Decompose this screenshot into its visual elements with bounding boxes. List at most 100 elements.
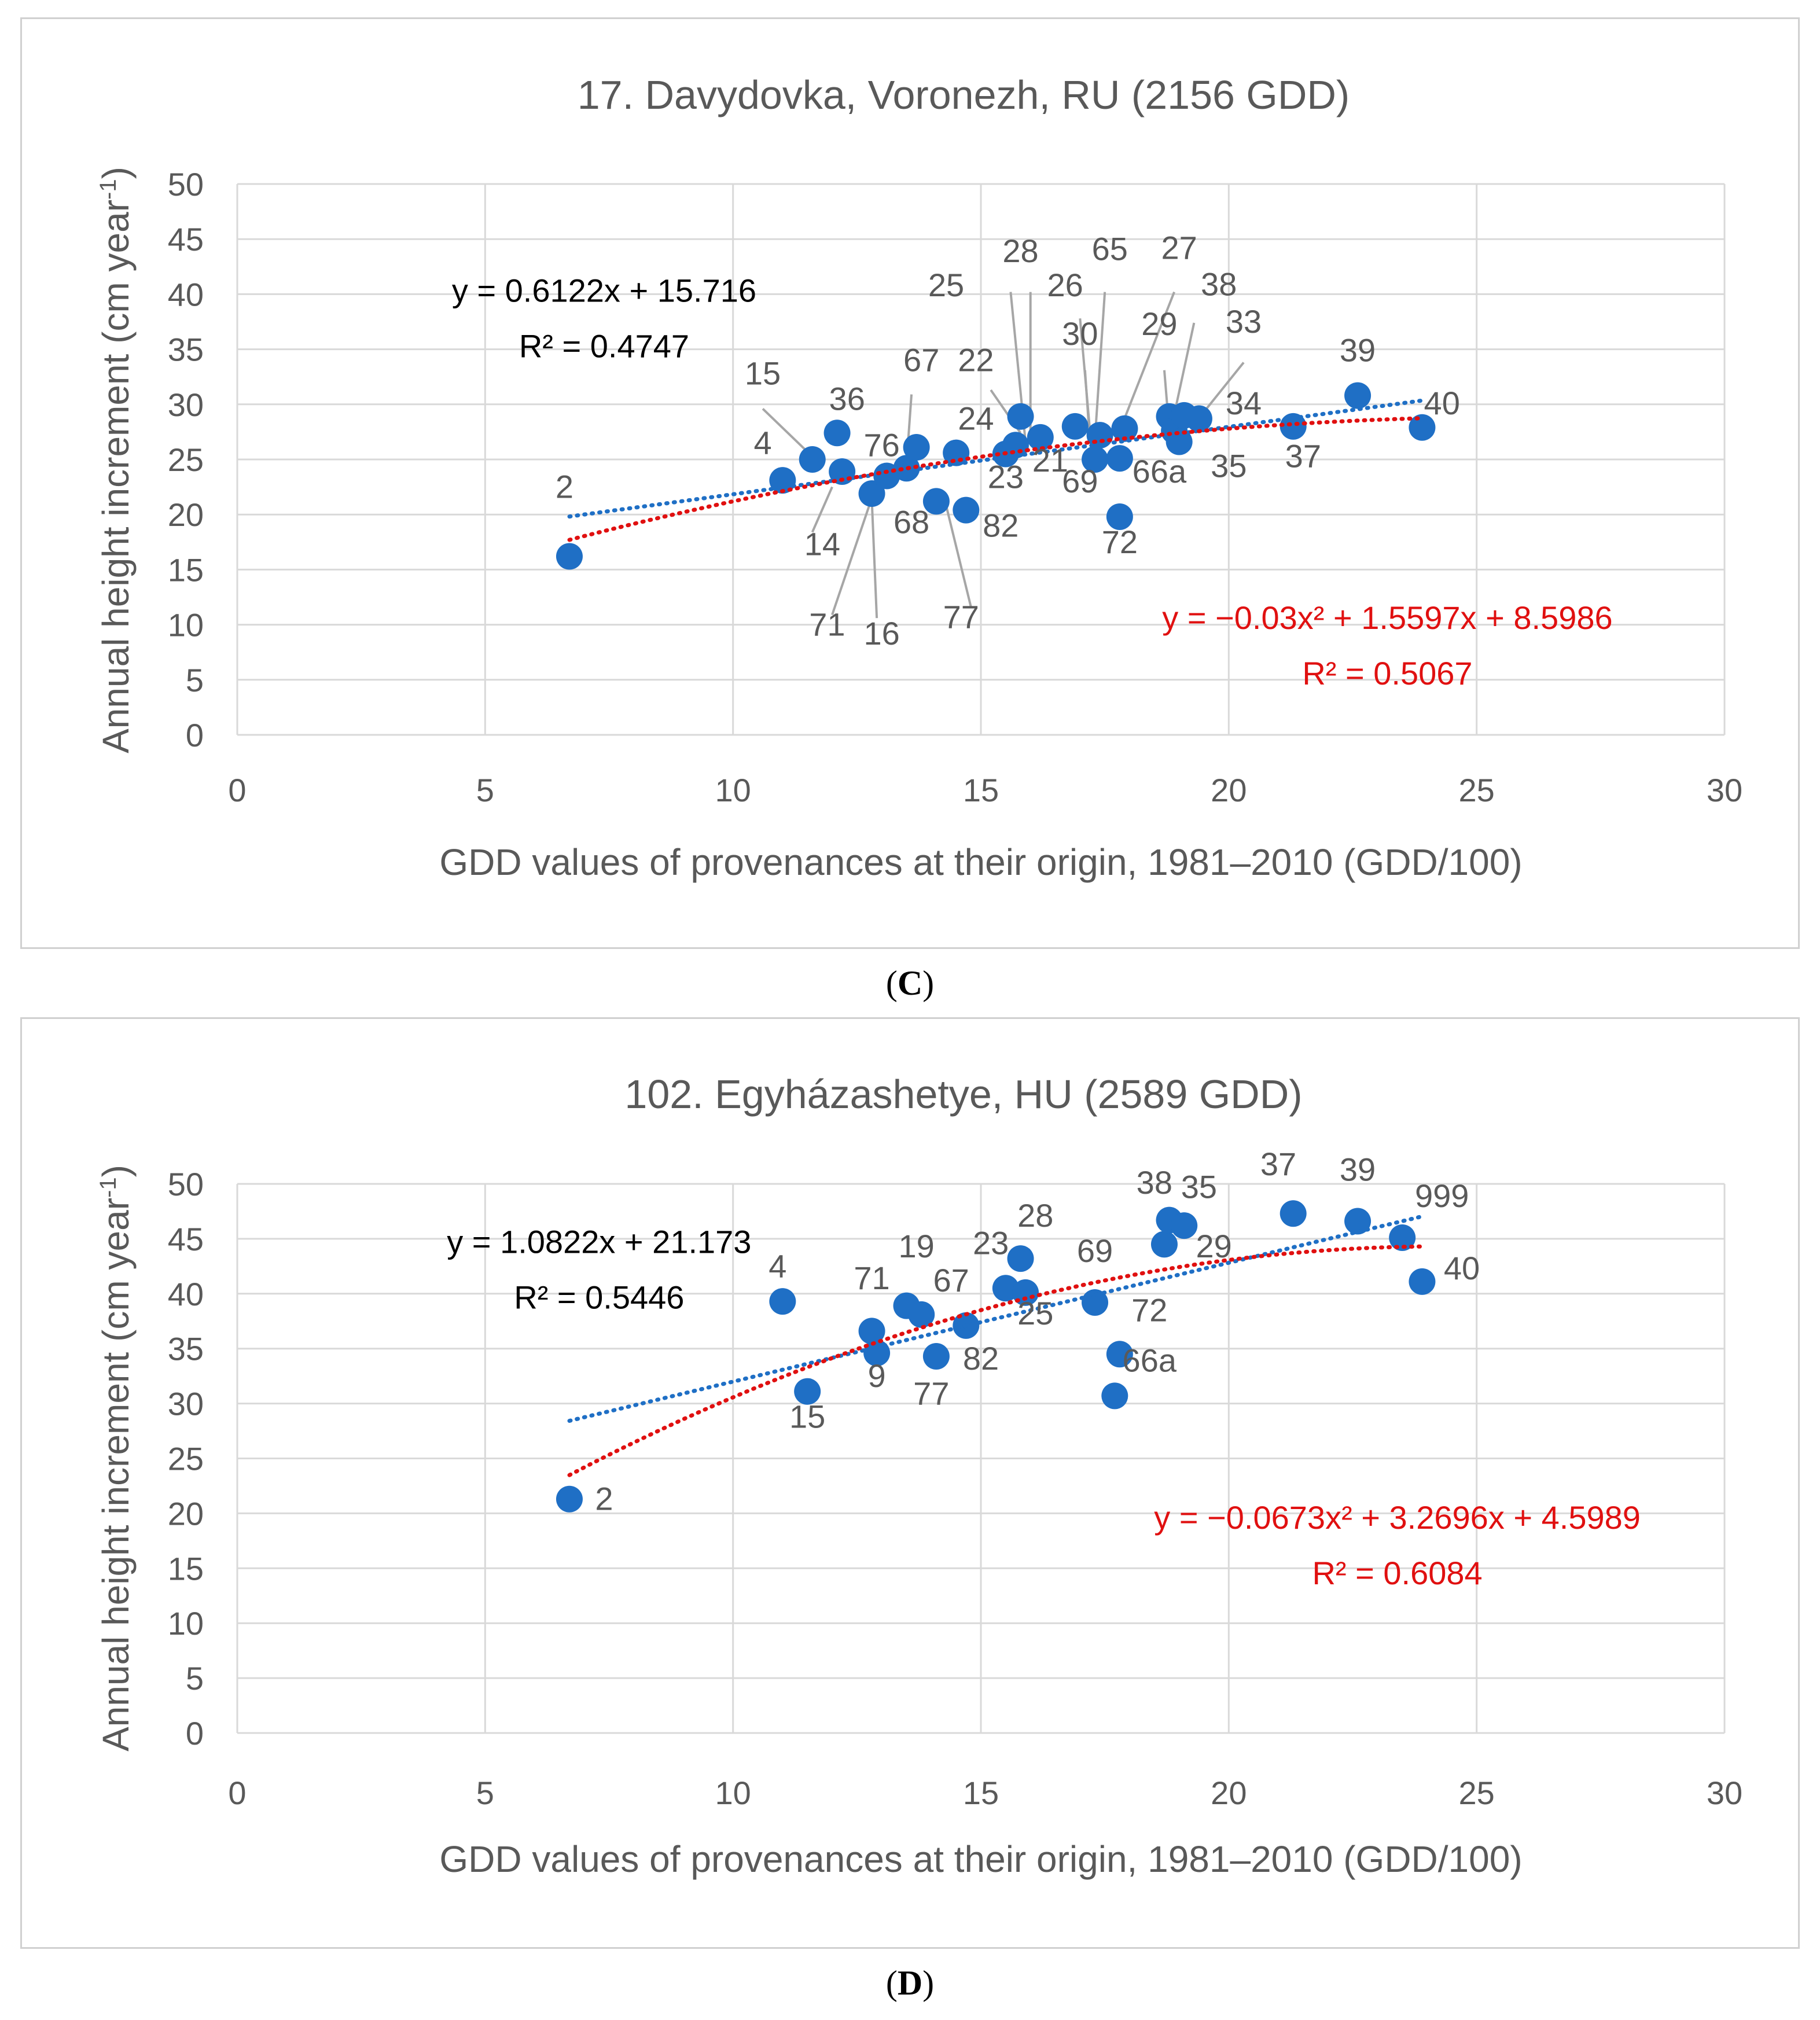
chart-panel-d [20, 1017, 1800, 1949]
panel-d-point-label-23: 23 [973, 1224, 1009, 1261]
panel-letter-c: (C) [885, 964, 935, 1002]
panel-d-point-label-39: 39 [1340, 1151, 1376, 1187]
panel-c-point-label-71: 71 [809, 606, 845, 643]
panel-c-point-label-82: 82 [983, 507, 1019, 543]
panel-d-data-point-18 [1279, 1200, 1307, 1227]
panel-d-linear-trendline [567, 1214, 1424, 1423]
panel-c-data-point-14 [1007, 403, 1034, 430]
panel-d-y-tick-label-35: 35 [168, 1331, 204, 1367]
panel-c-point-label-14: 14 [804, 526, 840, 562]
panel-d-x-tick-label-20: 20 [1211, 1775, 1247, 1811]
panel-d-data-point-20 [1389, 1224, 1416, 1252]
panel-c-point-label-27: 27 [1161, 229, 1197, 266]
panel-d-x-tick-label-10: 10 [715, 1775, 751, 1811]
panel-c-y-axis-label-close: ) [95, 167, 137, 179]
panel-d-y-axis-label-close: ) [95, 1165, 137, 1177]
panel-c-point-label-68: 68 [894, 504, 929, 540]
panel-c-point-label-33: 33 [1226, 303, 1262, 340]
panel-c-data-point-20 [1106, 503, 1133, 531]
panel-d-point-label-77: 77 [913, 1375, 949, 1411]
panel-d-point-label-9: 9 [868, 1357, 886, 1394]
panel-d-data-point-19 [1344, 1208, 1372, 1235]
panel-c-linear-r2: R² = 0.4747 [519, 328, 689, 365]
panel-c-y-axis-label-sup: -1 [95, 179, 121, 200]
panel-c-data-point-19 [1106, 445, 1133, 472]
panel-d-y-tick-label-5: 5 [186, 1660, 204, 1697]
panel-c-data-point-9 [922, 488, 950, 515]
panel-c-poly-r2: R² = 0.5067 [1302, 655, 1472, 691]
panel-d-data-point-1 [769, 1288, 796, 1315]
panel-d-data-point-2 [794, 1378, 821, 1405]
panel-c-point-label-35: 35 [1211, 447, 1247, 484]
panel-c-point-label-77: 77 [943, 598, 979, 635]
panel-c-data-point-26 [1185, 405, 1212, 432]
panel-d-point-label-29: 29 [1196, 1228, 1231, 1264]
panel-d-linear-equation: y = 1.0822x + 21.173 [447, 1224, 751, 1260]
panel-c-x-tick-label-0: 0 [228, 772, 246, 808]
panel-c-data-point-21 [1111, 415, 1138, 442]
panel-c-point-label-72: 72 [1102, 524, 1138, 560]
panel-c-point-label-69: 69 [1062, 463, 1098, 499]
panel-c-point-label-30: 30 [1062, 315, 1098, 352]
panel-d-data-point-15 [1150, 1231, 1178, 1258]
panel-c-data-point-0 [556, 543, 583, 570]
panel-d-point-label-38: 38 [1137, 1164, 1172, 1201]
panel-d-point-label-2: 2 [595, 1481, 613, 1517]
panel-c-data-point-15 [1027, 424, 1054, 451]
panel-d-data-point-10 [1007, 1245, 1034, 1272]
panel-c-y-tick-label-35: 35 [168, 332, 204, 368]
panel-c-y-tick-label-40: 40 [168, 276, 204, 312]
panel-c-point-label-67: 67 [903, 342, 939, 378]
panel-d-point-label-999: 999 [1415, 1178, 1469, 1214]
panel-d-point-label-35: 35 [1181, 1169, 1217, 1205]
panel-c-y-axis-label: Annual height increment (cm year-1) [95, 167, 137, 753]
panel-d-chart-title: 102. Egyházashetye, HU (2589 GDD) [624, 1072, 1302, 1117]
panel-c-leader-line-3 [870, 500, 878, 619]
panel-c-point-label-21: 21 [1032, 442, 1068, 479]
panel-d-point-label-4: 4 [769, 1248, 786, 1284]
panel-d-y-axis-label: Annual height increment (cm year-1) [95, 1165, 137, 1752]
panel-c-x-tick-label-20: 20 [1211, 772, 1247, 808]
panel-c-point-label-36: 36 [829, 380, 865, 417]
panel-c-point-label-28: 28 [1002, 233, 1038, 269]
panel-d-data-point-14 [1101, 1382, 1128, 1410]
panel-c-linear-trendline [567, 398, 1424, 519]
panel-c-point-label-22: 22 [958, 342, 994, 378]
panel-d-data-point-9 [992, 1275, 1019, 1302]
panel-c-poly-equation: y = −0.03x² + 1.5597x + 8.5986 [1162, 599, 1612, 636]
panel-c-y-tick-label-25: 25 [168, 441, 204, 478]
panel-c-data-point-8 [903, 434, 930, 461]
panel-d-poly-trendline [567, 1244, 1424, 1477]
panel-c-leader-line-0 [762, 407, 808, 453]
panel-d-data-point-13 [1106, 1341, 1133, 1368]
panel-d-data-point-6 [908, 1301, 935, 1328]
panel-d-point-label-19: 19 [898, 1228, 934, 1264]
panel-c-point-label-34: 34 [1226, 385, 1262, 421]
panel-d-y-tick-label-45: 45 [168, 1221, 204, 1257]
panel-d-x-axis-label: GDD values of provenances at their origi… [439, 1838, 1522, 1880]
panel-c-x-axis-label: GDD values of provenances at their origi… [439, 841, 1522, 883]
panel-d-x-tick-label-5: 5 [476, 1775, 494, 1811]
panel-d-y-tick-label-25: 25 [168, 1441, 204, 1477]
panel-c-x-tick-label-30: 30 [1707, 772, 1742, 808]
panel-c-leader-line-1 [811, 486, 833, 533]
panel-c-point-label-24: 24 [958, 400, 994, 437]
panel-d-point-label-69: 69 [1077, 1232, 1113, 1269]
panel-letter-d: (D) [885, 1964, 935, 2002]
chart-panel-c [20, 17, 1800, 949]
panel-c-point-label-23: 23 [988, 459, 1024, 495]
panel-c-y-tick-label-0: 0 [186, 717, 204, 753]
panel-d-data-point-0 [556, 1485, 583, 1513]
panel-d-y-tick-label-20: 20 [168, 1495, 204, 1532]
panel-c-poly-trendline [567, 416, 1424, 542]
panel-c-point-label-66a: 66a [1133, 453, 1187, 490]
panel-c-point-label-26: 26 [1047, 267, 1083, 303]
panel-d-y-tick-label-0: 0 [186, 1715, 204, 1752]
panel-d-y-axis-label-main: Annual height increment (cm year [95, 1198, 137, 1752]
panel-c-x-tick-label-15: 15 [963, 772, 999, 808]
panel-c-point-label-25: 25 [928, 267, 964, 303]
panel-d-point-label-71: 71 [854, 1260, 889, 1296]
panel-c-point-label-65: 65 [1092, 230, 1128, 267]
panel-d-x-tick-label-30: 30 [1707, 1775, 1742, 1811]
